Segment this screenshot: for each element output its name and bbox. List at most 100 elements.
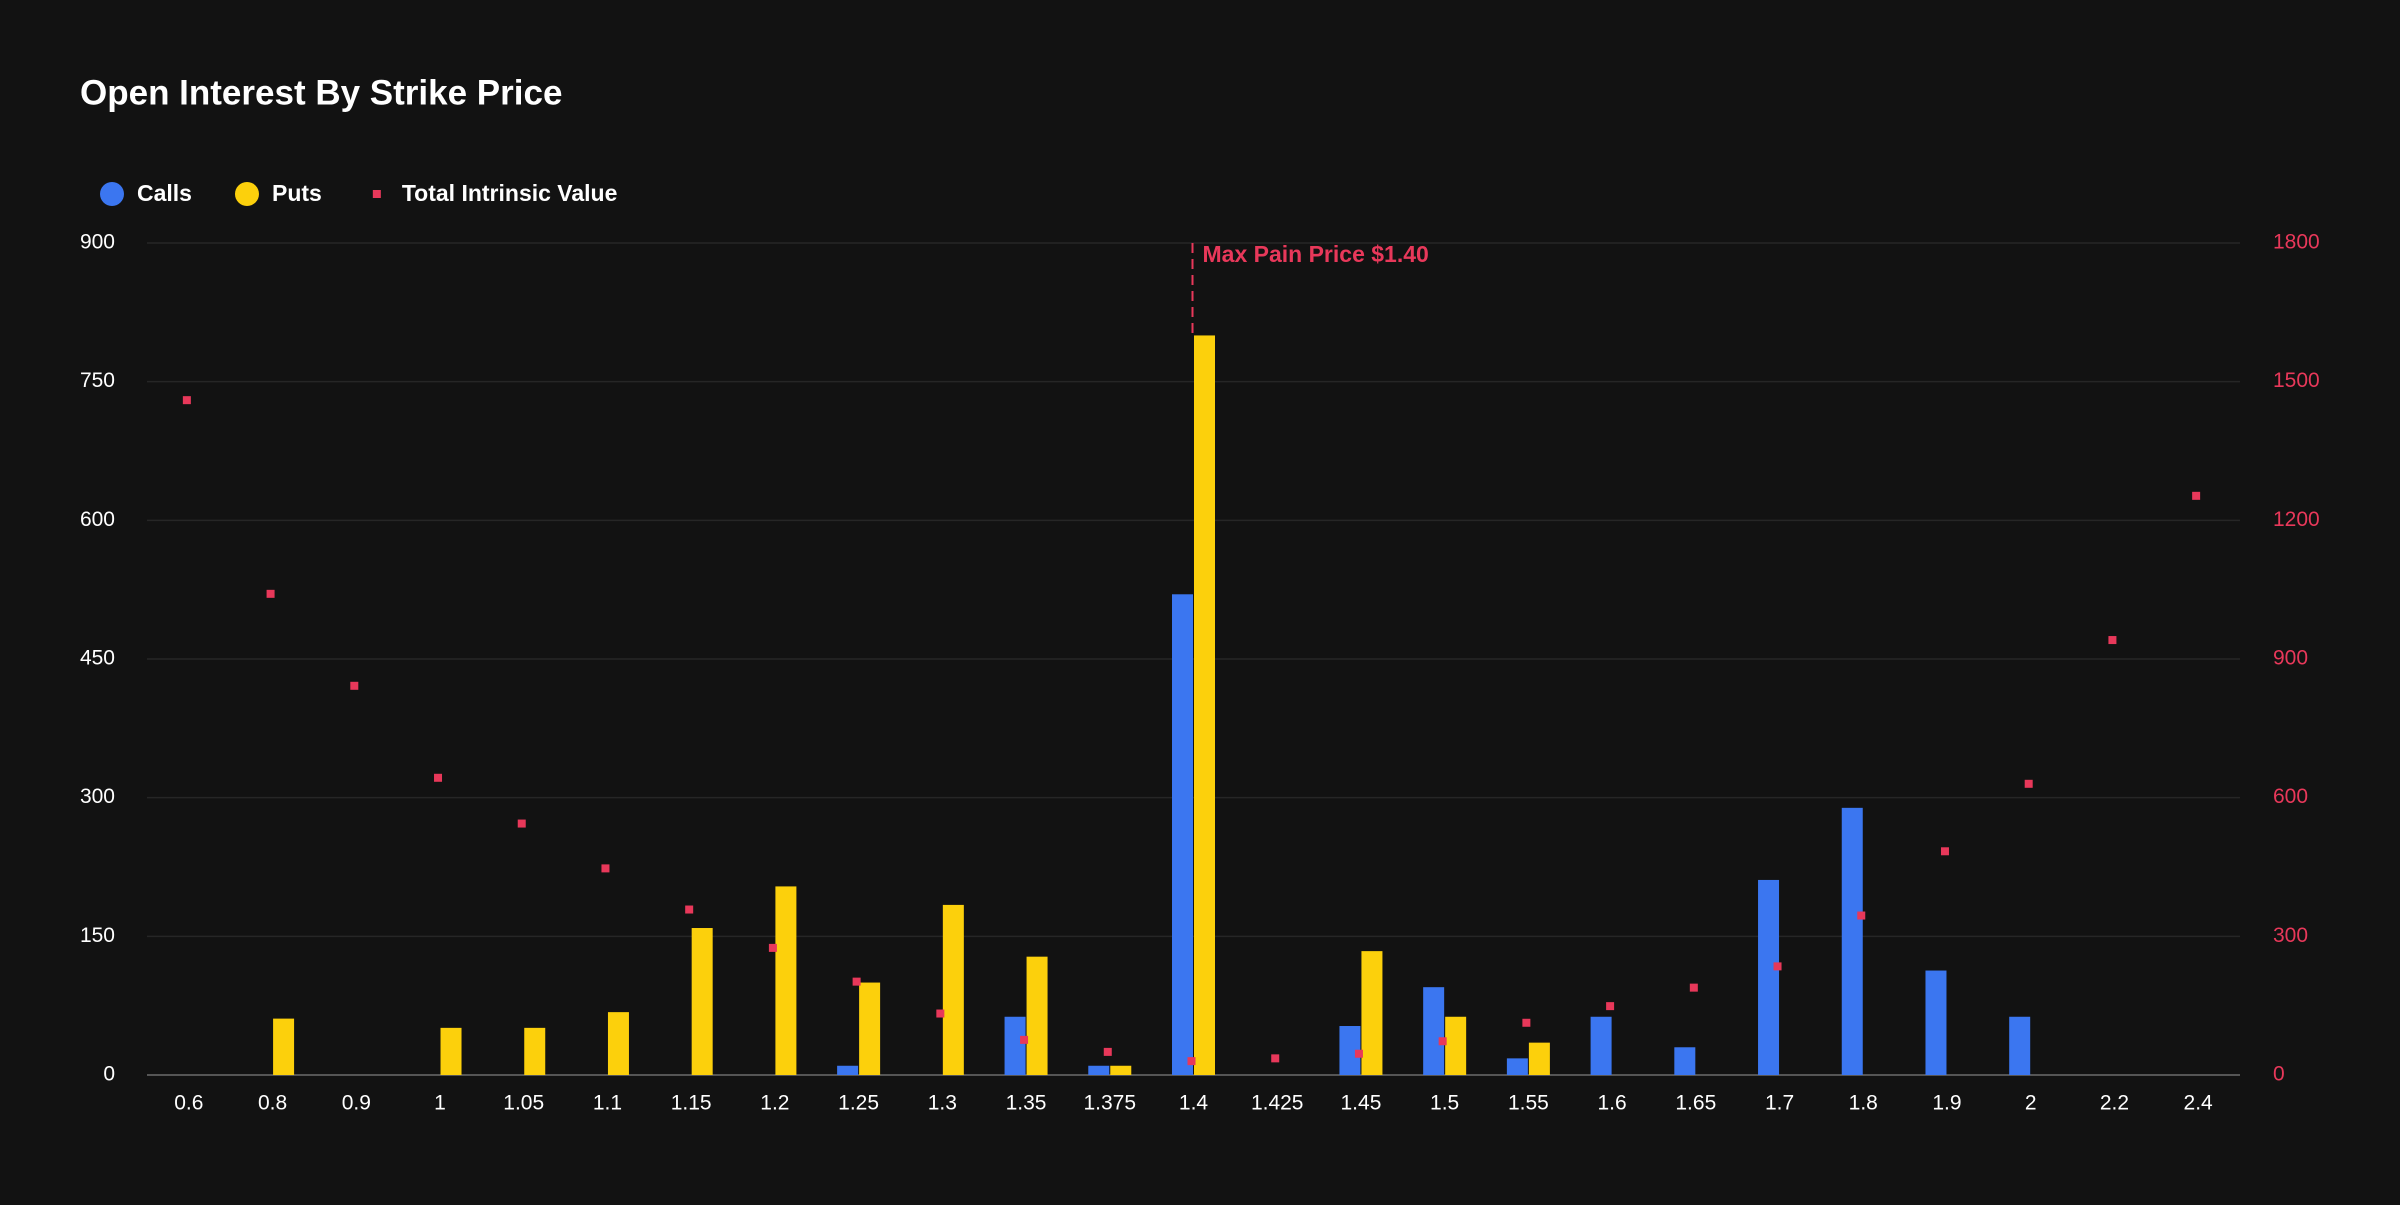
bar: [1339, 1026, 1361, 1075]
point: [1606, 1002, 1615, 1011]
point: [936, 1009, 945, 1018]
x-tick-label: 1.375: [1083, 1092, 1136, 1115]
bar: [942, 904, 964, 1075]
point: [1354, 1049, 1363, 1058]
x-tick-label: 1.55: [1508, 1092, 1549, 1115]
x-tick-label: 1.9: [1932, 1092, 1961, 1115]
legend-label[interactable]: Total Intrinsic Value: [402, 180, 618, 206]
x-tick-label: 1.425: [1251, 1092, 1304, 1115]
x-tick-label: 1.3: [928, 1092, 957, 1115]
bar: [1445, 1016, 1467, 1075]
y-tick-label: 450: [80, 647, 115, 670]
point: [1689, 983, 1698, 992]
y2-tick-label: 0: [2273, 1063, 2285, 1086]
x-tick-label: 1.4: [1179, 1092, 1209, 1115]
x-tick-label: 1.25: [838, 1092, 879, 1115]
chart-title: Open Interest By Strike Price: [80, 73, 562, 112]
legend-label[interactable]: Puts: [272, 180, 322, 206]
point: [517, 819, 526, 828]
x-tick-label: 1.35: [1006, 1092, 1047, 1115]
bar: [1172, 594, 1193, 1075]
point: [434, 773, 443, 782]
point: [601, 864, 610, 873]
x-tick-label: 2.4: [2184, 1092, 2214, 1115]
x-tick-label: 1.7: [1765, 1092, 1794, 1115]
bar: [1925, 970, 1947, 1075]
x-tick-label: 1.5: [1430, 1092, 1459, 1115]
point: [1187, 1057, 1196, 1066]
bar: [607, 1012, 629, 1075]
point: [1271, 1054, 1280, 1063]
x-tick-label: 1: [434, 1092, 446, 1115]
bar: [1506, 1058, 1528, 1075]
point: [1940, 847, 1949, 856]
y-tick-label: 900: [80, 231, 115, 254]
y2-tick-label: 600: [2273, 785, 2308, 808]
point: [2192, 491, 2201, 500]
point: [2108, 636, 2117, 645]
x-tick-label: 1.15: [671, 1092, 712, 1115]
bar: [837, 1065, 859, 1075]
bar: [691, 928, 713, 1075]
bar: [1590, 1016, 1612, 1075]
bar: [1423, 987, 1445, 1075]
point: [768, 943, 777, 952]
legend-marker[interactable]: [100, 182, 124, 206]
legend-marker[interactable]: [372, 190, 381, 198]
bar: [859, 982, 881, 1075]
bar: [1528, 1042, 1550, 1075]
bar: [1194, 335, 1215, 1075]
point: [1773, 962, 1782, 971]
y2-tick-label: 300: [2273, 924, 2308, 947]
point: [852, 977, 861, 986]
x-tick-label: 1.2: [760, 1092, 789, 1115]
bar: [775, 886, 797, 1075]
bar: [1758, 879, 1780, 1075]
y-tick-label: 750: [80, 369, 115, 392]
y-tick-label: 600: [80, 508, 115, 531]
x-tick-label: 1.6: [1597, 1092, 1626, 1115]
y2-tick-label: 1200: [2273, 508, 2320, 531]
bar: [1004, 1016, 1026, 1075]
point: [1020, 1035, 1029, 1044]
x-tick-label: 1.45: [1341, 1092, 1382, 1115]
point: [1103, 1047, 1112, 1056]
point: [182, 396, 191, 405]
y-tick-label: 0: [103, 1063, 115, 1086]
bar: [1110, 1065, 1132, 1075]
bar: [1026, 956, 1048, 1075]
bar: [440, 1027, 462, 1075]
x-tick-label: 1.65: [1675, 1092, 1716, 1115]
point: [350, 681, 359, 690]
point: [1857, 911, 1866, 920]
x-tick-label: 1.8: [1849, 1092, 1878, 1115]
legend-marker[interactable]: [234, 182, 259, 206]
bar: [524, 1027, 546, 1075]
y2-tick-label: 1800: [2273, 231, 2320, 254]
x-tick-label: 2: [2025, 1092, 2037, 1115]
y-tick-label: 300: [80, 785, 115, 808]
y-tick-label: 150: [80, 924, 115, 947]
point: [2024, 779, 2033, 788]
point: [1438, 1037, 1447, 1046]
bar: [1674, 1047, 1696, 1075]
bar: [1361, 951, 1383, 1075]
point: [685, 905, 694, 914]
bar: [273, 1018, 295, 1075]
point: [266, 589, 275, 598]
y2-tick-label: 900: [2273, 647, 2308, 670]
x-tick-label: 0.8: [258, 1092, 287, 1115]
legend-label[interactable]: Calls: [137, 180, 192, 206]
x-tick-label: 0.6: [174, 1092, 203, 1115]
bar: [2009, 1016, 2031, 1075]
bar: [1088, 1065, 1110, 1075]
x-tick-label: 2.2: [2100, 1092, 2129, 1115]
x-tick-label: 0.9: [342, 1092, 371, 1115]
point: [1522, 1018, 1531, 1027]
y2-tick-label: 1500: [2273, 369, 2320, 392]
x-tick-label: 1.1: [593, 1092, 622, 1115]
bar: [1841, 807, 1863, 1075]
annotation-label: Max Pain Price $1.40: [1203, 241, 1429, 267]
x-tick-label: 1.05: [503, 1092, 544, 1115]
